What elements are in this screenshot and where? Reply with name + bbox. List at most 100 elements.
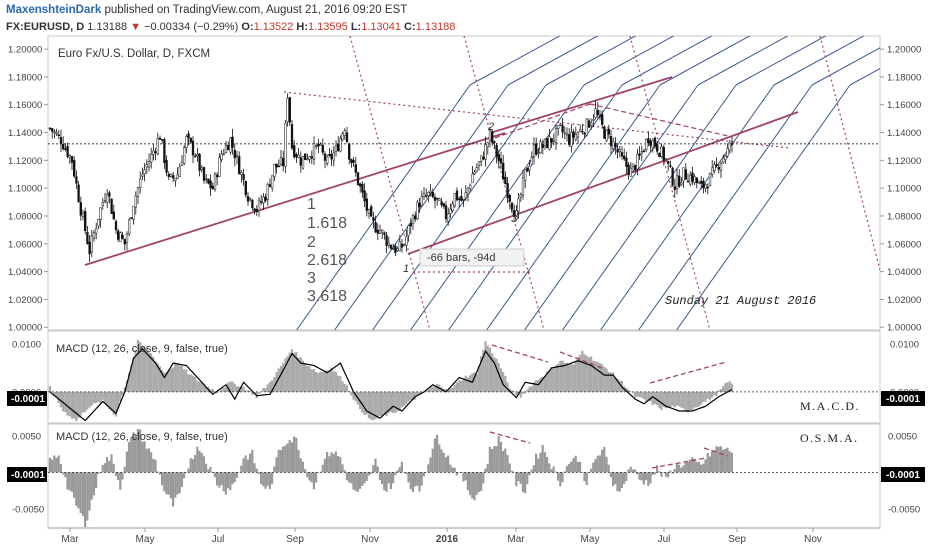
price-tick-label: 1.04000 <box>887 267 921 278</box>
fib-channel-line[interactable] <box>316 84 547 410</box>
fib-channel-line[interactable] <box>507 0 718 86</box>
divergence-lines[interactable] <box>489 344 729 469</box>
fib-channel-line[interactable] <box>583 0 794 86</box>
osma-hist-bar <box>508 463 511 473</box>
candle <box>66 142 69 159</box>
osma-hist-bar <box>361 472 364 486</box>
time-zone-line-4[interactable] <box>819 36 880 271</box>
macd-hist-bar <box>572 364 575 392</box>
price-tick-label: 1.16000 <box>8 100 42 111</box>
fib-channel-line[interactable] <box>735 0 932 86</box>
macd-hist-bar <box>526 389 529 392</box>
price-tick-label: 1.20000 <box>8 45 42 56</box>
osma-hist-bar <box>392 472 395 484</box>
osma-hist-bar <box>504 448 507 473</box>
macd-hist-bar <box>235 386 238 392</box>
fib-channel-line[interactable] <box>544 84 775 410</box>
time-zone-line-1[interactable] <box>349 36 431 330</box>
support-trendline[interactable] <box>84 132 506 266</box>
candle <box>433 193 437 209</box>
fib-channel-line[interactable] <box>468 84 699 410</box>
candle <box>343 128 346 140</box>
fib-channel[interactable] <box>240 0 932 410</box>
macd-hist-bar <box>563 362 566 392</box>
symbol-label[interactable]: FX:EURUSD, D <box>6 21 85 33</box>
osma-hist-bar <box>431 448 434 473</box>
osma-hist-bar <box>658 471 661 473</box>
osma-hist-bar <box>161 472 164 486</box>
fib-channel-line[interactable] <box>240 84 471 410</box>
fib-channel-line[interactable] <box>620 84 851 410</box>
macd-hist-bar <box>123 387 126 392</box>
upper-trendline[interactable] <box>489 76 673 134</box>
candle <box>282 150 285 172</box>
macd-hist-bar <box>165 371 168 392</box>
candle <box>130 217 133 220</box>
fib-channel-line[interactable] <box>506 84 737 410</box>
time-zone-lines[interactable] <box>349 36 880 330</box>
candle <box>141 167 144 180</box>
macd-hist-bar <box>656 391 659 406</box>
candle <box>700 176 703 190</box>
fib-level-label: 1 <box>307 196 316 213</box>
macd-hist-bar <box>337 375 340 392</box>
fib-channel-line[interactable] <box>392 84 623 410</box>
fib-channel-line[interactable] <box>773 0 932 86</box>
top-resistance-dotted[interactable] <box>283 91 791 149</box>
osma-hist-bar <box>605 456 608 473</box>
macd-hist-bar <box>515 391 518 396</box>
candle <box>460 188 463 202</box>
fib-channel-line[interactable] <box>582 84 813 410</box>
osma-hist-bar <box>574 455 577 473</box>
macd-hist-bar <box>363 391 366 415</box>
fib-channel-line[interactable] <box>621 0 832 86</box>
osma-hist-bar <box>345 472 348 481</box>
macd-hist-bar <box>277 368 280 392</box>
macd-hist-bar <box>469 375 472 392</box>
low-label: L: <box>350 21 362 33</box>
osma-hist-bar <box>297 449 300 473</box>
osma-divergence-1[interactable] <box>489 431 531 444</box>
macd-hist-bar <box>616 378 619 392</box>
candle <box>693 173 696 185</box>
candle <box>363 183 366 208</box>
fib-channel-line[interactable] <box>697 0 908 86</box>
fib-channel-line[interactable] <box>469 0 680 86</box>
candle <box>583 131 586 139</box>
author-link[interactable]: MaxenshteinDark <box>6 4 102 16</box>
macd-divergence-3[interactable] <box>649 361 727 384</box>
macd-hist-bar <box>211 388 214 392</box>
candle <box>717 164 720 174</box>
candle <box>631 163 635 173</box>
macd-hist-bar <box>70 391 73 419</box>
macd-hist-bar <box>332 371 335 392</box>
osma-hist-bar <box>194 455 197 473</box>
candle <box>499 151 503 170</box>
osma-hist-bar <box>618 472 621 492</box>
osma-hist-bar <box>550 469 553 473</box>
pivot-2-dashed[interactable] <box>494 103 591 139</box>
macd-hist-bar <box>590 356 593 392</box>
fib-channel-line[interactable] <box>430 84 661 410</box>
candle <box>656 140 659 155</box>
candle <box>730 136 734 153</box>
candle <box>136 186 140 204</box>
fib-channel-line[interactable] <box>811 0 932 86</box>
fib-channel-line[interactable] <box>545 0 756 86</box>
candle <box>471 166 474 184</box>
channel-midline[interactable] <box>407 111 799 255</box>
macd-hist-bar <box>374 391 377 420</box>
osma-hist-bar <box>123 466 126 473</box>
time-zone-line-2[interactable] <box>463 36 545 330</box>
osma-hist-bar <box>312 472 315 490</box>
candle <box>724 155 727 164</box>
fib-channel-line[interactable] <box>659 0 870 86</box>
osma-divergence-3[interactable] <box>703 447 729 457</box>
candle <box>535 137 538 157</box>
macd-divergence-1[interactable] <box>491 344 549 363</box>
osma-divergence-2[interactable] <box>651 457 707 469</box>
osma-hist-bar <box>328 456 331 473</box>
candle <box>480 155 483 167</box>
drawing-tools[interactable] <box>48 0 932 410</box>
